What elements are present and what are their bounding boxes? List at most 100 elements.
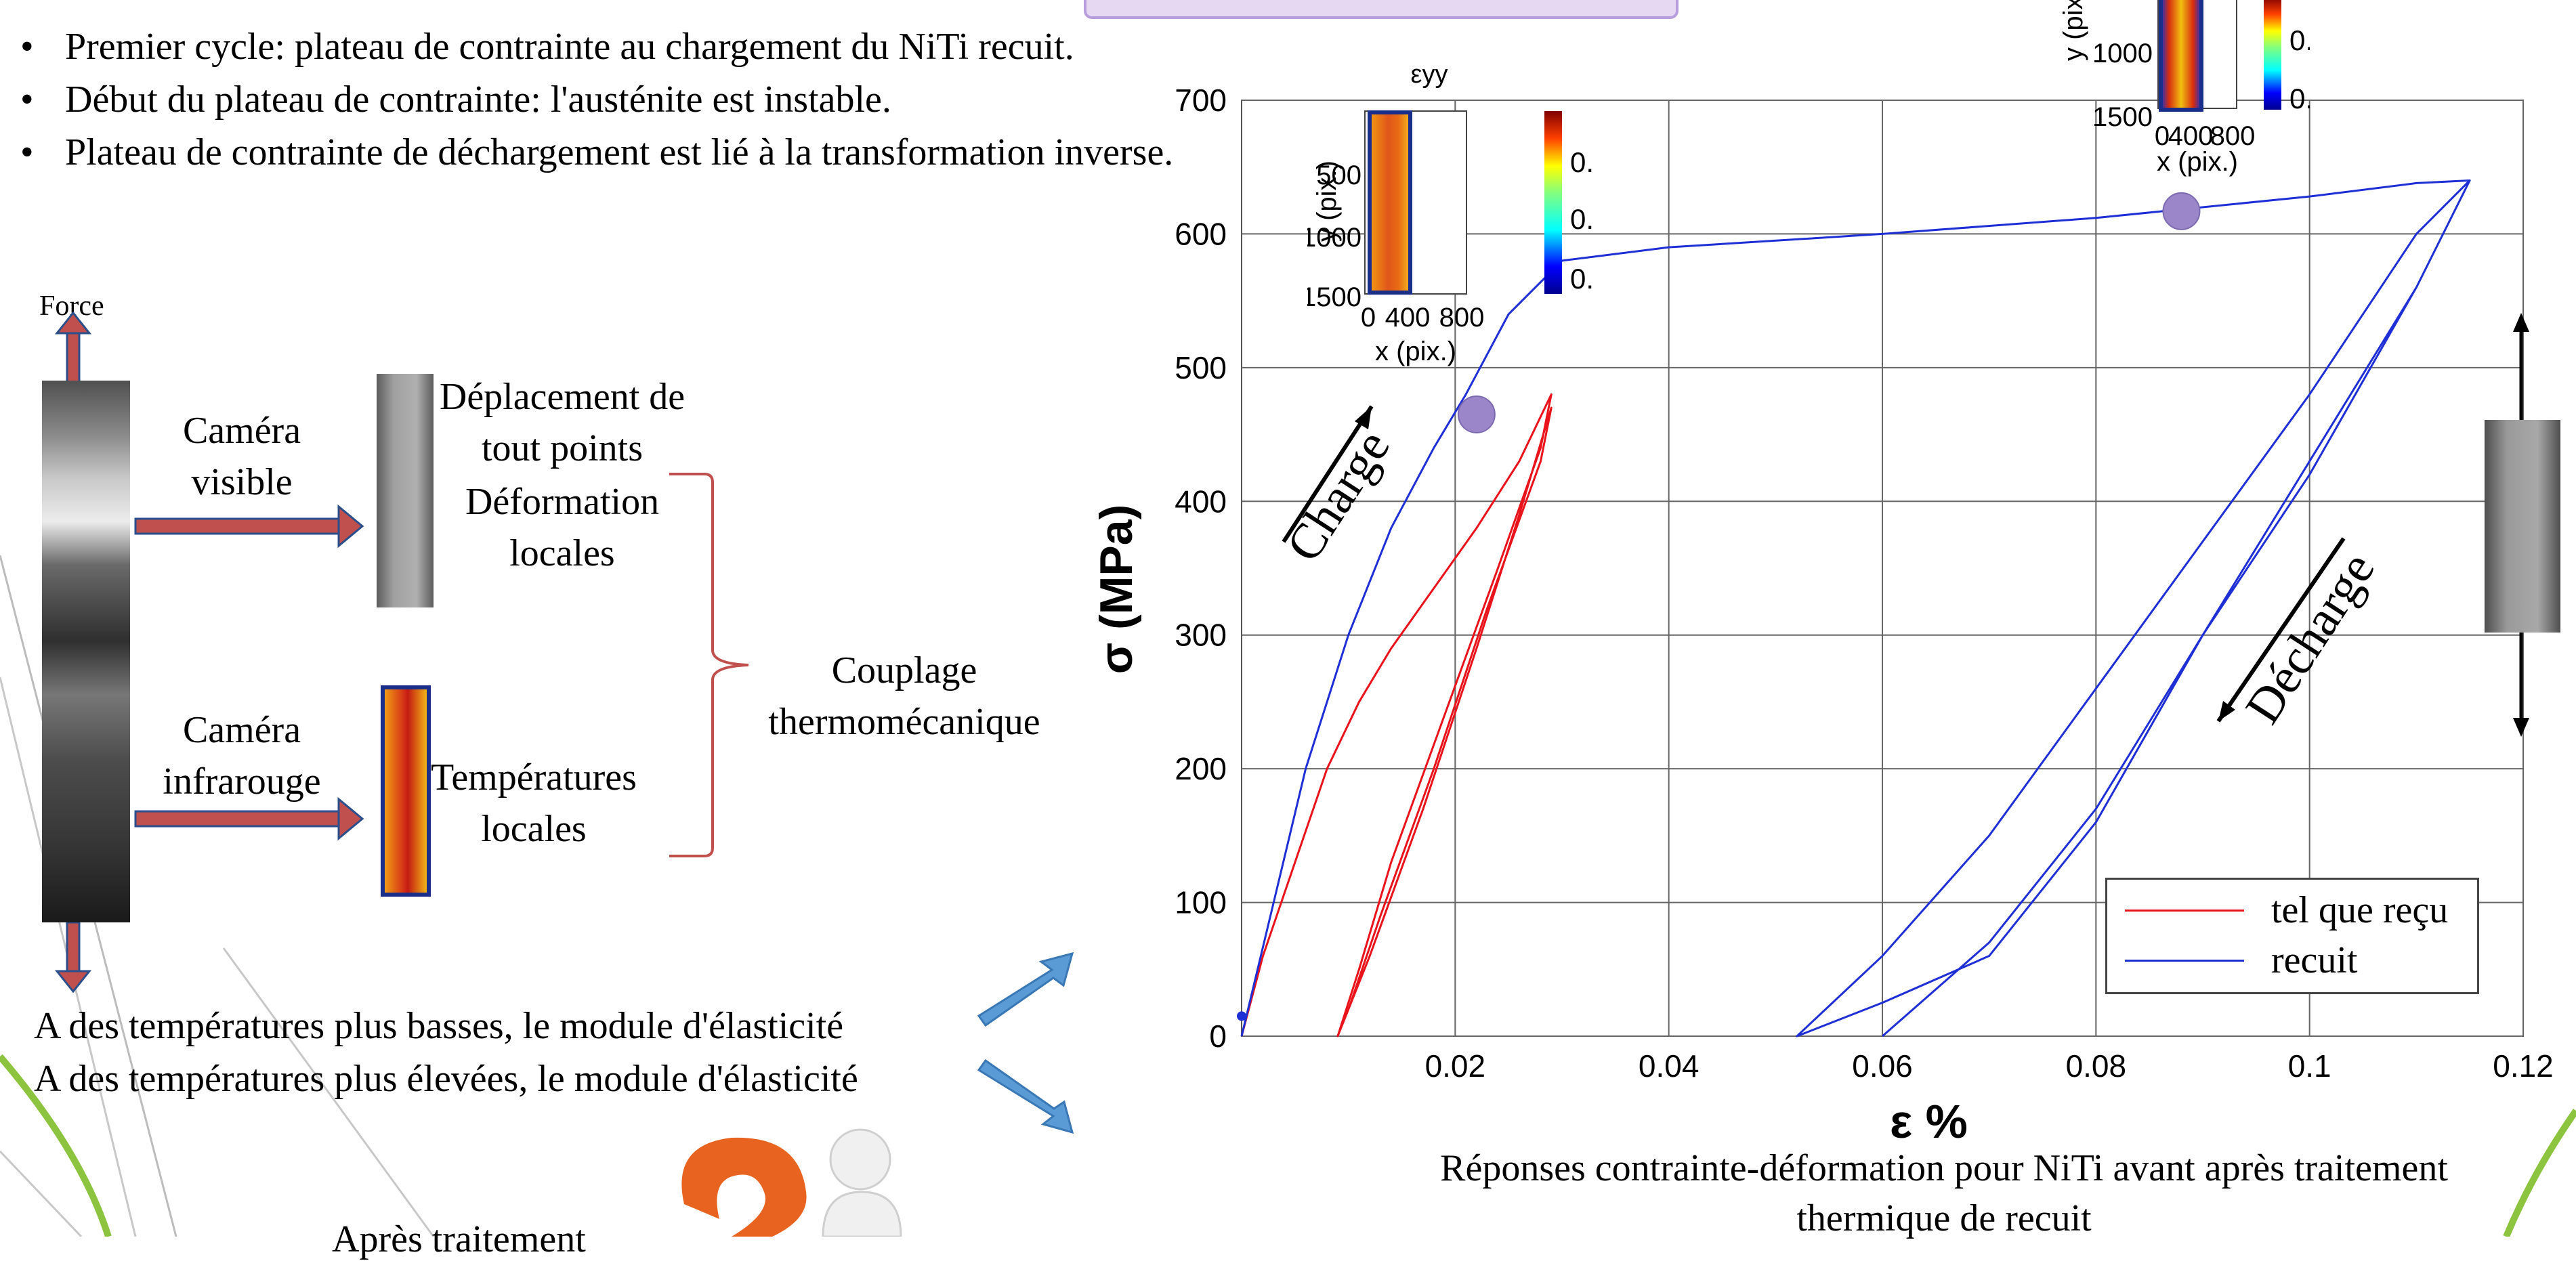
y-tick-label: 100 — [1175, 885, 1227, 920]
chart-caption: Réponses contrainte-déformation pour NiT… — [1440, 1147, 2448, 1239]
load-arrow-down-head — [2513, 718, 2529, 737]
tensile-machine-photo — [42, 381, 130, 922]
bullet-text: Début du plateau de contrainte: l'austén… — [65, 79, 891, 121]
data-marker — [2162, 192, 2201, 230]
grouping-brace — [669, 473, 749, 857]
question-mark-icon — [681, 1137, 807, 1237]
title-bar — [1084, 0, 1678, 19]
inset2-xtick: 0 — [2155, 121, 2170, 151]
high-temp-line: A des températures plus élevées, le modu… — [34, 1058, 858, 1100]
camera-ir-label: Caméra infrarouge — [163, 709, 321, 803]
person-figure-icon — [829, 1128, 891, 1191]
decharge-arrow-head — [2218, 701, 2235, 721]
inset2-colorbar — [2264, 0, 2281, 110]
strain-map-inset: εyy y (pix.) 500 1000 1500 0 400 800 x (… — [1307, 62, 1592, 366]
series-line — [1240, 393, 1553, 1038]
bullet-glyph: • — [20, 26, 34, 68]
force-arrow-down-head — [54, 970, 92, 993]
bullet-item: • Début du plateau de contrainte: l'austé… — [15, 73, 1207, 126]
y-tick-label: 200 — [1175, 751, 1227, 786]
camera-visible-label: Caméra visible — [182, 410, 301, 503]
legend-entry-blue: recuit — [2125, 937, 2357, 984]
origin-point — [1237, 1011, 1246, 1021]
inset-cbar-label: 0.01 — [1570, 203, 1592, 235]
bullet-text: Plateau de contrainte de déchargement es… — [65, 131, 1174, 173]
inset2-ytick: 1000 — [2092, 39, 2153, 68]
legend-entry-red: tel que reçu — [2125, 886, 2448, 934]
inset-xlabel: x (pix.) — [1375, 337, 1456, 366]
low-temp-line: A des températures plus basses, le modul… — [34, 1005, 844, 1047]
legend-label: tel que reçu — [2271, 889, 2449, 931]
charge-arrow — [1282, 405, 1374, 543]
charge-arrow-head — [1355, 406, 1372, 429]
camera-ir-arrow-head — [337, 796, 364, 841]
x-tick-label: 0.12 — [2493, 1048, 2554, 1084]
x-tick-label: 0.02 — [1425, 1048, 1486, 1084]
bullet-glyph: • — [20, 79, 34, 121]
x-axis-label: ε % — [1890, 1095, 1968, 1148]
y-tick-label: 0 — [1209, 1019, 1227, 1054]
decharge-arrow — [2216, 537, 2346, 723]
inset-ytick: 500 — [1316, 161, 1361, 190]
specimen-loaded-image — [2485, 420, 2560, 633]
coupling-label: Couplage thermomécanique — [768, 649, 1040, 743]
inset-ytick: 1500 — [1307, 282, 1361, 312]
inset2-xtick: 400 — [2168, 121, 2214, 151]
series-line — [1240, 179, 2471, 1038]
x-tick-label: 0.08 — [2066, 1048, 2127, 1084]
inset-xtick: 0 — [1361, 303, 1376, 333]
inset-colorbar — [1544, 111, 1562, 294]
bottom-lines: A des températures plus basses, le modul… — [34, 1000, 858, 1105]
inset2-ytick: 1500 — [2092, 102, 2153, 132]
bullet-list: • Premier cycle: plateau de contrainte au… — [15, 20, 1207, 179]
data-marker — [1457, 395, 1496, 433]
x-tick-label: 0.04 — [1639, 1048, 1699, 1084]
y-tick-label: 400 — [1175, 484, 1227, 519]
inset-xtick: 800 — [1439, 303, 1485, 333]
bullet-item: • Plateau de contrainte de déchargement e… — [15, 126, 1207, 179]
y-axis-label: σ (MPa) — [1091, 504, 1142, 675]
strain-map-inset-2: y (pix.) 1000 1500 0 400 800 x (pix.) 0.… — [2058, 0, 2310, 177]
legend-swatch — [2125, 959, 2244, 962]
inset-strain-field — [1368, 110, 1412, 295]
inset-xtick: 400 — [1385, 303, 1431, 333]
load-arrow-up-head — [2513, 313, 2529, 332]
force-arrow-up-head — [54, 311, 92, 335]
x-tick-label: 0.1 — [2288, 1048, 2331, 1084]
bullet-item: • Premier cycle: plateau de contrainte au… — [15, 20, 1207, 73]
inset2-cbar-label: 0.02 — [2289, 83, 2310, 114]
blue-arrow-down — [977, 1059, 1074, 1134]
inset2-xlabel: x (pix.) — [2157, 147, 2238, 177]
y-tick-label: 600 — [1175, 216, 1227, 251]
inset-cbar-label: 0.015 — [1570, 146, 1592, 178]
person-body-icon — [822, 1191, 902, 1237]
y-tick-label: 300 — [1175, 618, 1227, 653]
green-accent-curve — [0, 1054, 112, 1237]
decor-line — [0, 1150, 83, 1237]
inset2-cbar-label: 0.04 — [2289, 24, 2310, 56]
infrared-image — [381, 685, 431, 897]
camera-visible-arrow-head — [337, 504, 364, 549]
y-tick-label: 700 — [1175, 83, 1227, 118]
displacement-label: Déplacement de tout points — [439, 376, 685, 469]
bullet-glyph: • — [20, 131, 34, 173]
green-accent-curve — [2503, 1109, 2576, 1237]
legend-label: recuit — [2271, 939, 2358, 981]
inset-title: εyy — [1411, 62, 1448, 89]
blue-arrow-up — [977, 952, 1074, 1027]
inset2-ylabel: y (pix.) — [2058, 0, 2088, 61]
y-tick-label: 500 — [1175, 350, 1227, 385]
specimen-visible-image — [377, 374, 434, 607]
decor-line — [222, 947, 435, 1237]
inset-ylabel: y (pix.) — [1312, 161, 1342, 242]
bullet-text: Premier cycle: plateau de contrainte au … — [65, 26, 1074, 68]
chart-legend: tel que reçu recuit — [2105, 878, 2479, 994]
inset-ytick: 1000 — [1307, 223, 1361, 253]
temperatures-label: Températures locales — [431, 756, 637, 850]
x-tick-label: 0.06 — [1852, 1048, 1913, 1084]
legend-swatch — [2125, 909, 2244, 912]
inset-cbar-label: 0.005 — [1570, 263, 1592, 295]
inset2-strain-field — [2159, 0, 2203, 112]
